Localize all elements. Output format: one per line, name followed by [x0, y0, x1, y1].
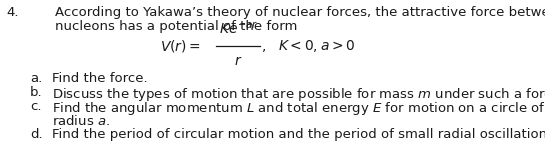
Text: $K < 0, a > 0$: $K < 0, a > 0$: [278, 38, 355, 54]
Text: ,: ,: [262, 39, 267, 53]
Text: 4.: 4.: [6, 6, 19, 19]
Text: nucleons has a potential of the form: nucleons has a potential of the form: [55, 20, 298, 33]
Text: Discuss the types of motion that are possible for mass $m$ under such a force.: Discuss the types of motion that are pos…: [52, 86, 545, 103]
Text: Find the angular momentum $L$ and total energy $E$ for motion on a circle of: Find the angular momentum $L$ and total …: [52, 100, 545, 117]
Text: $V(r) =$: $V(r) =$: [160, 38, 201, 54]
Text: Find the period of circular motion and the period of small radial oscillations.: Find the period of circular motion and t…: [52, 128, 545, 141]
Text: b.: b.: [30, 86, 43, 99]
Text: According to Yakawa’s theory of nuclear forces, the attractive force between two: According to Yakawa’s theory of nuclear …: [55, 6, 545, 19]
Text: a.: a.: [30, 72, 43, 85]
Text: $Ke^{-ar}$: $Ke^{-ar}$: [219, 21, 257, 37]
Text: Find the force.: Find the force.: [52, 72, 148, 85]
Text: c.: c.: [30, 100, 41, 113]
Text: radius $a$.: radius $a$.: [52, 114, 110, 128]
Text: d.: d.: [30, 128, 43, 141]
Text: $r$: $r$: [234, 54, 242, 68]
